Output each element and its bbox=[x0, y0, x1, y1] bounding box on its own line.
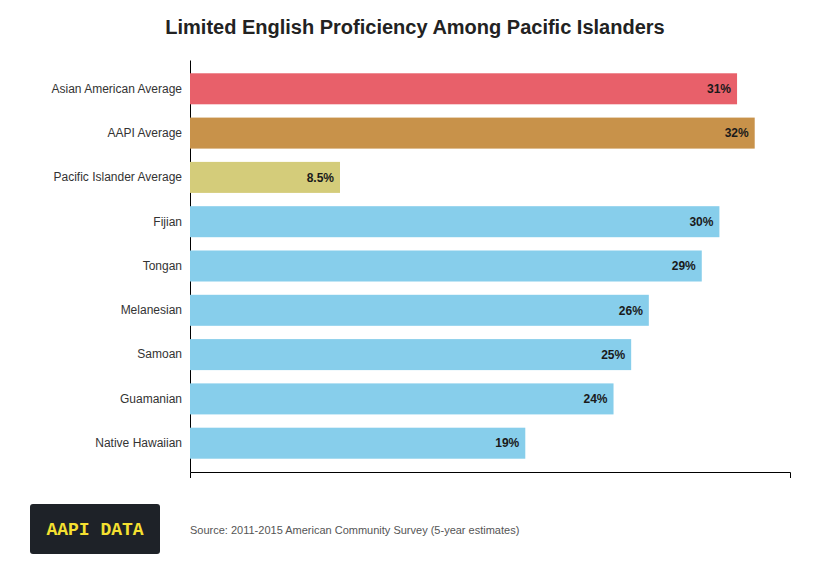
logo-text: AAPI DATA bbox=[46, 520, 143, 540]
data-label: 32% bbox=[725, 126, 749, 140]
data-label: 8.5% bbox=[307, 171, 335, 185]
y-tick-label: Tongan bbox=[143, 259, 182, 273]
data-label: 29% bbox=[672, 259, 696, 273]
bar bbox=[190, 206, 719, 237]
y-axis: Asian American Average AAPI Average Pacifi… bbox=[51, 61, 190, 473]
logo: AAPI DATA bbox=[30, 504, 160, 554]
bar bbox=[190, 339, 631, 370]
y-tick-label: Samoan bbox=[137, 347, 182, 361]
y-tick-label: Asian American Average bbox=[51, 82, 182, 96]
y-tick: Fijian bbox=[153, 215, 190, 229]
y-tick: Melanesian bbox=[121, 303, 190, 317]
source: Source: 2011-2015 American Community Sur… bbox=[190, 524, 519, 536]
bar bbox=[190, 73, 737, 104]
bar bbox=[190, 428, 525, 459]
title: Limited English Proficiency Among Pacifi… bbox=[165, 16, 664, 38]
bar bbox=[190, 250, 702, 281]
data-label: 24% bbox=[583, 392, 607, 406]
data-label: 30% bbox=[689, 215, 713, 229]
plot: Asian American Average AAPI Average Pacifi… bbox=[51, 61, 790, 479]
y-tick: Asian American Average bbox=[51, 82, 190, 96]
bar bbox=[190, 162, 340, 193]
y-tick-label: Fijian bbox=[153, 215, 182, 229]
y-tick-label: Guamanian bbox=[120, 392, 182, 406]
chart: Limited English Proficiency Among Pacifi… bbox=[0, 0, 830, 582]
data-label: 25% bbox=[601, 348, 625, 362]
y-tick-label: Native Hawaiian bbox=[95, 436, 182, 450]
y-tick: Tongan bbox=[143, 259, 190, 273]
x-axis bbox=[191, 473, 791, 479]
bar bbox=[190, 295, 649, 326]
y-tick: AAPI Average bbox=[108, 126, 191, 140]
data-labels: 31% 32% 8.5% 30% 29% 26% 25% 24% 19% bbox=[307, 82, 749, 450]
y-tick-label: Pacific Islander Average bbox=[53, 170, 182, 184]
y-tick-label: AAPI Average bbox=[108, 126, 183, 140]
y-tick-label: Melanesian bbox=[121, 303, 182, 317]
logo-box bbox=[30, 504, 160, 554]
y-tick: Guamanian bbox=[120, 392, 190, 406]
y-tick: Pacific Islander Average bbox=[53, 170, 190, 184]
x-axis-line bbox=[191, 473, 791, 479]
bars bbox=[190, 73, 755, 458]
y-tick: Samoan bbox=[137, 347, 190, 361]
data-label: 19% bbox=[495, 436, 519, 450]
data-label: 31% bbox=[707, 82, 731, 96]
data-label: 26% bbox=[619, 304, 643, 318]
bar bbox=[190, 383, 614, 414]
bar bbox=[190, 118, 755, 149]
y-tick: Native Hawaiian bbox=[95, 436, 190, 450]
